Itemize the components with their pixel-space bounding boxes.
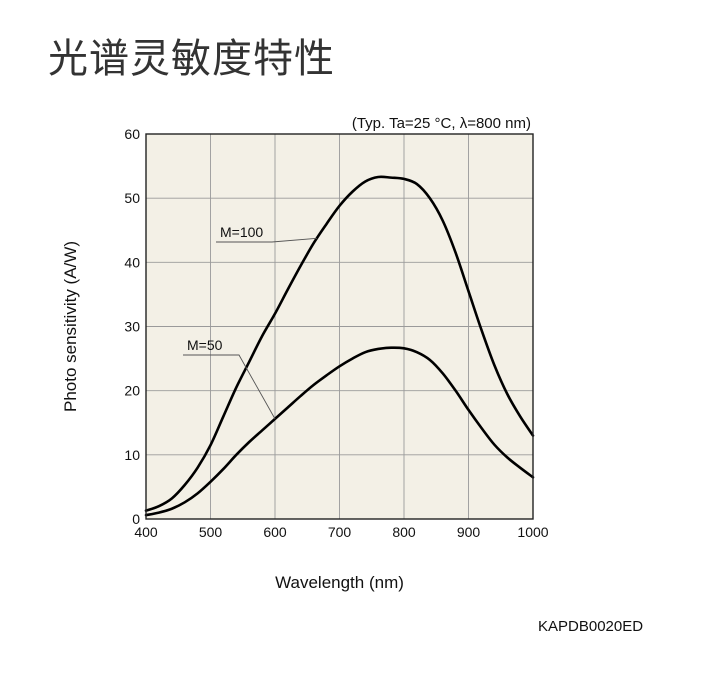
- x-tick-label-400: 400: [134, 524, 158, 540]
- x-tick-labels: 400 500 600 700 800 900 1000: [134, 524, 548, 540]
- document-code: KAPDB0020ED: [538, 618, 644, 635]
- annotation-leader-m-100: [216, 237, 317, 243]
- series-line-m-50: [144, 346, 535, 517]
- page-title: 光谱灵敏度特性: [48, 36, 335, 82]
- y-tick-label-20: 20: [124, 383, 140, 399]
- annotation-leader-m-50: [183, 354, 276, 420]
- y-tick-labels: 0 10 20 30 40 50 60: [124, 126, 140, 527]
- y-tick-label-60: 60: [124, 126, 140, 142]
- y-tick-label-40: 40: [124, 254, 140, 270]
- x-tick-label-600: 600: [263, 524, 287, 540]
- y-tick-label-50: 50: [124, 190, 140, 206]
- x-tick-label-800: 800: [392, 524, 416, 540]
- y-tick-label-30: 30: [124, 319, 140, 335]
- series-line-m-100: [144, 175, 535, 512]
- x-tick-label-1000: 1000: [517, 524, 548, 540]
- annotation-layer: M=100 M=50: [183, 224, 317, 420]
- annotation-label-m-50: M=50: [187, 337, 223, 353]
- x-axis-label: Wavelength (nm): [275, 573, 404, 592]
- grid: [146, 134, 533, 519]
- x-tick-label-700: 700: [328, 524, 352, 540]
- plot-frame: [145, 133, 534, 520]
- y-tick-label-10: 10: [124, 447, 140, 463]
- y-tick-label-0: 0: [132, 511, 140, 527]
- annotation-label-m-100: M=100: [220, 224, 263, 240]
- condition-note: (Typ. Ta=25 °C, λ=800 nm): [352, 115, 531, 132]
- series-layer: [144, 175, 535, 517]
- x-tick-label-500: 500: [199, 524, 223, 540]
- y-axis-label: Photo sensitivity (A/W): [61, 241, 80, 412]
- x-tick-label-900: 900: [457, 524, 481, 540]
